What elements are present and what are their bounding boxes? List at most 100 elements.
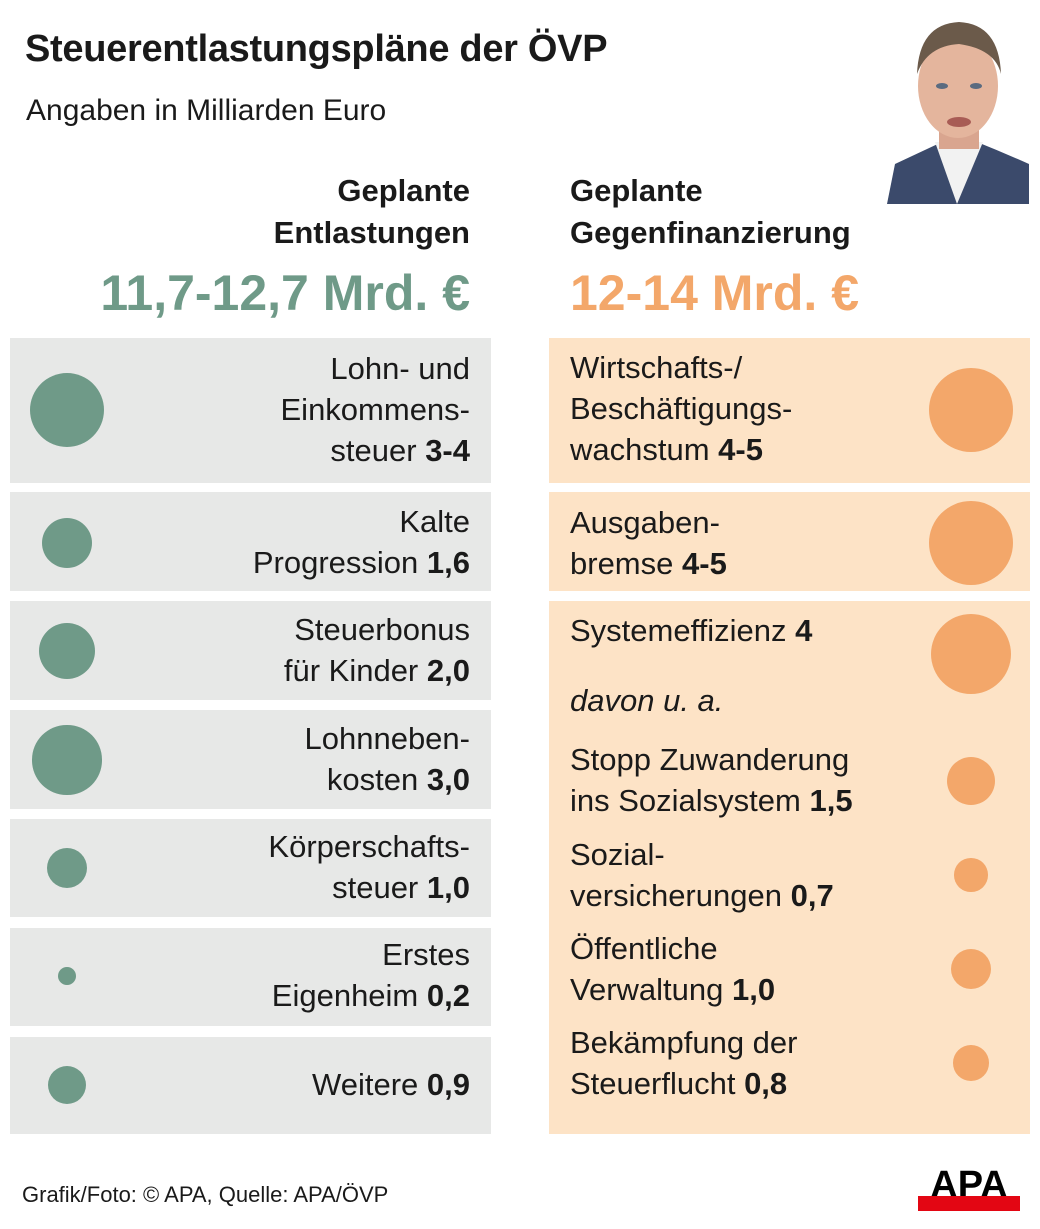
item-label-text: Einkommens-	[280, 391, 471, 427]
item-value: 4	[795, 612, 813, 648]
item-value: 4-5	[718, 431, 763, 467]
item-value: 0,7	[790, 878, 834, 913]
right-total: 12-14 Mrd. €	[570, 265, 860, 321]
item-label: Bekämpfung der Steuerflucht 0,8	[570, 1022, 797, 1104]
item-label-line: Steuerbonus	[284, 609, 470, 650]
item-label-text: versicherungen	[570, 878, 782, 913]
left-box	[10, 928, 491, 1026]
item-label-text: Progression	[252, 545, 419, 580]
item-value: 3-4	[425, 432, 470, 468]
item-label-line: Erstes	[272, 934, 470, 975]
source-credit: Grafik/Foto: © APA, Quelle: APA/ÖVP	[22, 1182, 389, 1207]
item-label-line: kosten 3,0	[305, 759, 470, 800]
item-label-text: Weitere	[312, 1066, 419, 1102]
bubble	[47, 848, 87, 888]
left-heading-line: Geplante	[337, 173, 470, 208]
item-label-text: Erstes	[382, 937, 470, 972]
item-label-text: Körperschafts-	[268, 829, 470, 864]
item-value: 4-5	[682, 546, 727, 581]
item-value: 0,9	[426, 1066, 470, 1102]
bubble	[928, 367, 1014, 453]
item-label-text: Beschäftigungs-	[570, 390, 793, 426]
item-label-line: Lohn- und	[281, 348, 470, 389]
right-box	[549, 601, 1030, 1134]
item-label-line: steuer 1,0	[268, 867, 470, 908]
bubble	[41, 517, 93, 569]
bubble	[29, 372, 105, 448]
item-label-text: Stopp Zuwanderung	[570, 742, 850, 777]
right-heading: Geplante Gegenfinanzierung	[570, 170, 851, 254]
item-label-line: Kalte	[253, 501, 470, 542]
item-label: Sozial-versicherungen 0,7	[570, 834, 834, 916]
item-value: 3,0	[426, 762, 470, 797]
left-box	[10, 819, 491, 917]
left-box	[10, 1037, 491, 1134]
left-heading-line: Entlastungen	[273, 215, 470, 250]
item-label-text: Lohnneben-	[304, 721, 471, 756]
item-label-text: Steuerbonus	[294, 612, 470, 647]
item-label: Ausgaben-bremse 4-5	[570, 502, 727, 584]
item-label-text: Steuerflucht	[570, 1066, 736, 1101]
subtitle: Angaben in Milliarden Euro	[26, 94, 387, 127]
item-label-text: ins Sozialsystem	[570, 783, 801, 818]
right-heading-line: Geplante	[570, 173, 703, 208]
bubble	[48, 1066, 86, 1104]
item-label-text: Sozial-	[570, 837, 665, 872]
item-label-line: Steuerflucht 0,8	[570, 1063, 797, 1104]
bubble	[32, 725, 102, 795]
item-label-line: Lohnneben-	[305, 718, 471, 759]
item-label-line: Progression 1,6	[253, 542, 470, 583]
item-label-line: versicherungen 0,7	[570, 875, 834, 916]
item-label-line: Ausgaben-	[570, 502, 727, 543]
item-value: 0,2	[426, 978, 470, 1013]
item-label-line: Öffentliche	[570, 928, 775, 969]
left-heading: Geplante Entlastungen	[274, 170, 470, 254]
page-title: Steuerentlastungspläne der ÖVP	[25, 28, 608, 70]
item-label-text: wachstum	[570, 431, 710, 467]
item-label-text: steuer	[332, 870, 419, 905]
sub-items-note: davon u. a.	[570, 683, 724, 718]
item-label-line: für Kinder 2,0	[284, 650, 470, 691]
item-label: Öffentliche Verwaltung 1,0	[570, 928, 775, 1010]
item-value: 0,8	[744, 1066, 788, 1101]
item-label-text: Ausgaben-	[570, 505, 720, 540]
item-label-text: für Kinder	[283, 653, 419, 688]
item-label: Körperschafts-steuer 1,0	[268, 826, 470, 908]
item-label-text: Bekämpfung der	[570, 1025, 798, 1060]
bubble	[953, 1045, 989, 1081]
bubble	[946, 756, 996, 806]
left-total: 11,7-12,7 Mrd. €	[100, 265, 470, 321]
item-label: Systemeffizienz 4	[570, 610, 812, 651]
apa-logo: APA	[918, 1165, 1020, 1211]
item-label: Weitere 0,9	[312, 1064, 470, 1105]
item-label-line: Einkommens-	[281, 389, 471, 430]
item-value: 1,0	[732, 972, 776, 1007]
item-label: Wirtschafts-/ Beschäftigungs-wachstum 4-5	[570, 347, 792, 470]
item-label-text: Kalte	[399, 504, 470, 539]
bubble	[931, 614, 1011, 694]
item-label: Erstes Eigenheim 0,2	[272, 934, 470, 1016]
bubble	[954, 858, 988, 892]
item-label-line: wachstum 4-5	[570, 429, 792, 470]
item-label-line: bremse 4-5	[570, 543, 727, 584]
item-label-line: Sozial-	[570, 834, 834, 875]
item-label-text: kosten	[326, 762, 419, 797]
item-label: Kalte Progression 1,6	[253, 501, 470, 583]
item-label-line: Stopp Zuwanderung	[570, 739, 853, 780]
right-heading-line: Gegenfinanzierung	[570, 215, 851, 250]
item-value: 1,0	[426, 870, 470, 905]
item-label: Stopp Zuwanderung ins Sozialsystem 1,5	[570, 739, 853, 821]
item-label-line: Systemeffizienz 4	[570, 610, 812, 651]
item-label-text: Eigenheim	[271, 978, 419, 1013]
item-label: Steuerbonus für Kinder 2,0	[284, 609, 470, 691]
bubble	[951, 949, 991, 989]
item-label-text: Systemeffizienz	[570, 612, 787, 648]
bubble	[38, 622, 96, 680]
item-label-line: Beschäftigungs-	[570, 388, 792, 429]
item-label-text: Wirtschafts-/	[570, 349, 743, 385]
item-label-text: Öffentliche	[570, 931, 718, 966]
item-label-line: Wirtschafts-/	[570, 347, 792, 388]
item-label-text: Verwaltung	[570, 972, 724, 1007]
item-label-text: steuer	[330, 432, 417, 468]
item-label-line: ins Sozialsystem 1,5	[570, 780, 853, 821]
